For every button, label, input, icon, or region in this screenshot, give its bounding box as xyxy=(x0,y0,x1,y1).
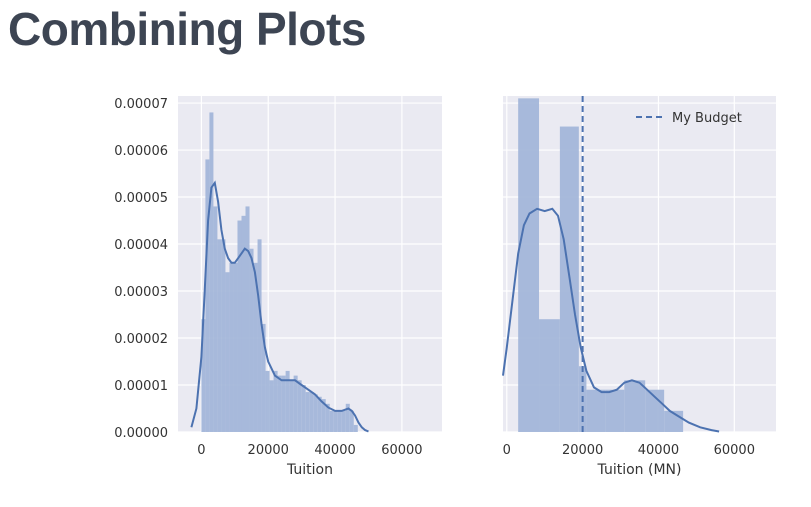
y-tick-label: 0.00007 xyxy=(114,97,168,112)
histogram-bar xyxy=(233,262,238,432)
histogram-bar xyxy=(305,392,310,432)
histogram-bar xyxy=(205,159,210,433)
y-tick-label: 0.00000 xyxy=(114,426,168,441)
histogram-bar xyxy=(241,215,246,432)
x-tick-label: 60000 xyxy=(714,443,755,458)
x-tick-label: 40000 xyxy=(638,443,679,458)
x-tick-label: 20000 xyxy=(248,443,289,458)
histogram-bar xyxy=(273,370,278,432)
histogram-bar xyxy=(225,272,230,432)
histogram-bar xyxy=(213,206,218,432)
histogram-bar xyxy=(257,239,262,432)
histogram-bar xyxy=(349,410,354,432)
x-axis-label: Tuition (MN) xyxy=(597,462,682,478)
kde-line xyxy=(190,180,369,433)
y-tick-label: 0.00002 xyxy=(114,332,168,347)
slide-title: Combining Plots xyxy=(8,3,366,55)
histogram-bar xyxy=(245,206,250,432)
legend-label: My Budget xyxy=(672,111,742,126)
y-tick-label: 0.00005 xyxy=(114,191,168,206)
histogram-bar xyxy=(605,389,625,432)
x-axis-label: Tuition xyxy=(286,462,333,478)
histogram-bar xyxy=(309,392,314,432)
histogram-bar xyxy=(353,424,358,432)
histogram-bar xyxy=(209,112,214,432)
histogram-bar xyxy=(269,380,274,432)
histogram-bar xyxy=(539,319,560,432)
histogram-bar xyxy=(297,380,302,432)
x-tick-label: 0 xyxy=(197,443,205,458)
histogram-bar xyxy=(518,98,540,433)
histogram-bar xyxy=(253,262,258,432)
histogram-bar xyxy=(221,239,226,432)
histogram-bar xyxy=(329,410,334,432)
x-tick-label: 60000 xyxy=(381,443,422,458)
histogram-bar xyxy=(249,248,254,432)
histogram-bar xyxy=(201,319,206,432)
histogram-bar xyxy=(325,403,330,432)
histogram-bar xyxy=(624,380,646,432)
x-tick-label: 40000 xyxy=(314,443,355,458)
histogram-bar xyxy=(277,375,282,432)
histogram-bar xyxy=(321,399,326,432)
histogram-bar xyxy=(237,220,242,432)
histogram-bar xyxy=(217,239,222,432)
histogram-bar xyxy=(301,385,306,432)
y-tick-label: 0.00003 xyxy=(114,285,168,300)
y-tick-label: 0.00006 xyxy=(114,144,168,159)
y-tick-label: 0.00001 xyxy=(114,379,168,394)
histogram-bar xyxy=(285,370,290,432)
histogram-bar xyxy=(317,396,322,432)
histogram-bar xyxy=(333,410,338,432)
histogram-bar xyxy=(261,323,266,432)
kde-line xyxy=(502,207,720,433)
histogram-bar xyxy=(341,410,346,432)
histogram-bar xyxy=(345,403,350,432)
histogram-bar xyxy=(289,380,294,432)
right-chart-panel: My Budget 0 20000 40000 60000 Tuition (MN) xyxy=(502,96,776,478)
y-tick-label: 0.00004 xyxy=(114,238,168,253)
histogram-bar xyxy=(337,410,342,432)
histogram-bar xyxy=(313,394,318,432)
histogram-bar xyxy=(229,262,234,432)
left-chart-panel: 0 20000 40000 60000 0.00000 0.00001 0.00002 0.0… xyxy=(114,96,442,478)
x-tick-label: 0 xyxy=(503,443,511,458)
histogram-bar xyxy=(265,370,270,432)
histogram-bar xyxy=(281,375,286,432)
histogram-bar xyxy=(586,389,606,432)
x-tick-label: 20000 xyxy=(562,443,603,458)
histogram-bar xyxy=(293,375,298,432)
